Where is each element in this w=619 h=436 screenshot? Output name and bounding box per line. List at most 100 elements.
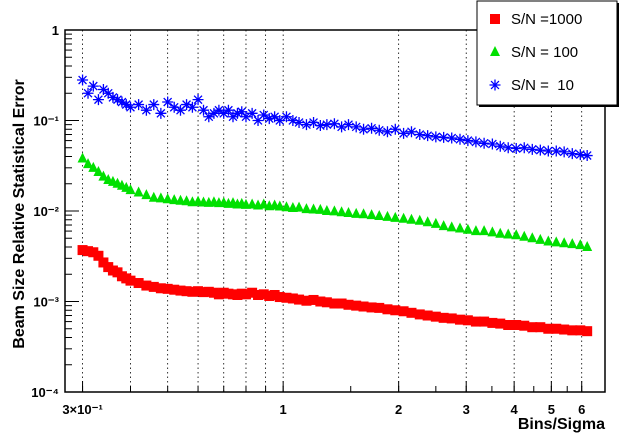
data-point-sn100 — [479, 225, 490, 236]
data-point-sn1000 — [269, 289, 280, 300]
data-point-sn10 — [566, 148, 578, 160]
data-point-sn100 — [527, 232, 538, 243]
data-point-sn10 — [198, 104, 210, 116]
data-point-sn10 — [494, 140, 506, 152]
data-point-sn10 — [218, 107, 230, 119]
data-point-sn10 — [112, 94, 123, 106]
data-point-sn1000 — [462, 315, 473, 326]
data-point-sn100 — [374, 210, 385, 221]
data-point-sn10 — [502, 142, 514, 154]
data-point-sn1000 — [198, 287, 209, 298]
data-point-sn100 — [343, 207, 354, 218]
data-point-sn100 — [308, 203, 319, 214]
data-point-sn1000 — [551, 323, 562, 334]
data-point-sn10 — [422, 130, 434, 142]
series-markers — [77, 74, 593, 337]
data-point-sn100 — [422, 216, 433, 227]
data-point-sn1000 — [308, 294, 319, 305]
x-tick-label: 3×10⁻¹ — [62, 402, 102, 417]
plot-frame — [64, 29, 606, 393]
data-point-sn100 — [470, 225, 481, 236]
data-point-sn1000 — [315, 296, 326, 307]
data-point-sn1000 — [390, 305, 401, 316]
x-tick-label: 2 — [395, 402, 402, 417]
legend-label: S/N =1000 — [511, 11, 582, 28]
data-point-sn100 — [175, 194, 186, 205]
data-point-sn10 — [328, 118, 340, 130]
data-point-sn10 — [308, 117, 320, 129]
legend-label: S/N = 10 — [511, 77, 574, 94]
data-point-sn1000 — [495, 318, 506, 329]
data-point-sn1000 — [141, 280, 152, 291]
data-point-sn10 — [269, 111, 281, 123]
data-point-sn1000 — [487, 317, 498, 328]
x-axis-title: Bins/Sigma — [518, 416, 605, 433]
data-point-sn10 — [116, 96, 128, 108]
data-point-sn1000 — [240, 289, 251, 300]
data-point-sn10 — [77, 74, 89, 86]
data-point-sn100 — [414, 214, 425, 225]
data-point-sn100 — [551, 236, 562, 247]
data-point-sn10 — [246, 107, 258, 119]
data-point-sn10 — [168, 101, 180, 113]
data-point-sn10 — [274, 115, 286, 126]
data-point-sn1000 — [247, 287, 258, 298]
data-point-sn10 — [478, 137, 490, 149]
data-point-sn1000 — [258, 289, 269, 300]
data-point-sn1000 — [414, 309, 425, 320]
data-point-sn1000 — [567, 325, 578, 336]
data-point-sn10 — [124, 101, 136, 113]
data-point-sn100 — [535, 233, 546, 244]
data-point-sn100 — [281, 201, 292, 212]
data-point-sn1000 — [162, 283, 173, 294]
data-point-sn10 — [92, 94, 104, 106]
data-point-sn100 — [406, 213, 417, 224]
data-point-sn100 — [98, 170, 109, 181]
data-point-sn1000 — [93, 250, 104, 261]
data-point-sn10 — [534, 144, 546, 156]
data-point-sn1000 — [287, 293, 298, 304]
data-point-sn100 — [438, 220, 449, 231]
data-point-sn10 — [314, 120, 326, 132]
data-point-sn10 — [581, 150, 593, 162]
data-point-sn10 — [558, 146, 570, 158]
x-tick-label: 5 — [548, 402, 555, 417]
data-point-sn100 — [274, 200, 285, 211]
data-point-sn10 — [366, 122, 378, 134]
data-point-sn10 — [430, 131, 442, 143]
y-tick-label: 10⁻⁴ — [31, 385, 59, 400]
data-point-sn10 — [236, 106, 248, 118]
data-point-sn1000 — [281, 292, 292, 303]
data-point-sn1000 — [366, 302, 377, 313]
data-point-sn100 — [88, 161, 99, 172]
data-point-sn10 — [454, 133, 466, 145]
data-point-sn1000 — [454, 314, 465, 325]
data-point-sn10 — [181, 99, 193, 111]
data-point-sn1000 — [422, 310, 433, 321]
data-point-sn1000 — [169, 284, 180, 295]
data-point-sn100 — [495, 227, 506, 238]
data-point-sn1000 — [125, 275, 136, 286]
data-point-sn10 — [102, 87, 114, 99]
data-point-sn1000 — [294, 294, 305, 305]
data-point-sn10 — [240, 111, 252, 123]
data-point-sn100 — [351, 207, 362, 218]
data-point-sn1000 — [358, 301, 369, 312]
data-point-sn10 — [258, 109, 270, 121]
data-point-sn100 — [582, 241, 593, 252]
data-point-sn100 — [301, 203, 312, 214]
data-point-sn1000 — [187, 286, 198, 297]
data-point-sn10 — [120, 99, 132, 111]
grid — [82, 30, 583, 392]
data-point-sn100 — [519, 230, 530, 241]
data-point-sn10 — [148, 99, 160, 111]
data-point-sn1000 — [446, 313, 457, 324]
data-point-sn10 — [174, 104, 186, 116]
data-point-sn1000 — [264, 291, 275, 302]
data-point-sn1000 — [336, 298, 347, 309]
data-point-sn1000 — [329, 298, 340, 309]
x-tick-label: 6 — [578, 402, 585, 417]
data-point-sn100 — [390, 211, 401, 222]
data-point-sn10 — [462, 135, 474, 147]
data-point-sn10 — [252, 115, 264, 126]
